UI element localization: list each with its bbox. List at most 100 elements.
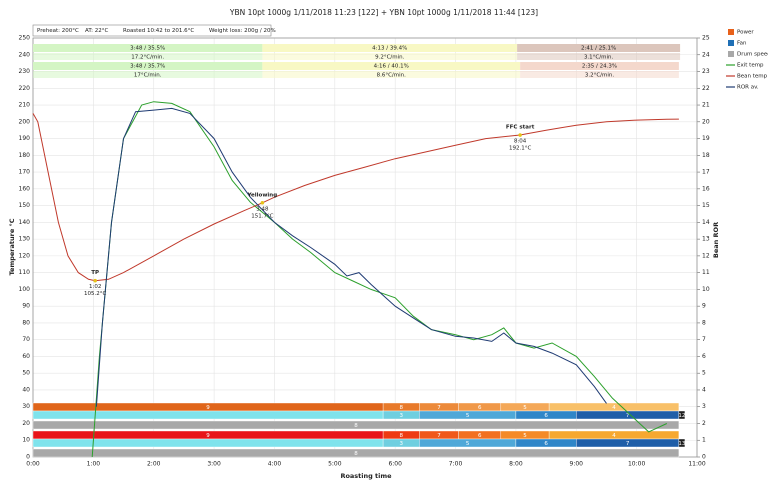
y-tick-label: 80 (22, 319, 30, 326)
y2-tick-label: 11 (702, 269, 710, 276)
event-marker (93, 278, 97, 283)
legend-label: Exit temp (737, 63, 764, 69)
phase-rate: 17°C/min. (134, 73, 162, 79)
info-text: Preheat: 200°C (37, 28, 79, 34)
y-tick-label: 210 (19, 102, 31, 109)
x-tick-label: 1:00 (87, 461, 101, 468)
series-line (95, 107, 607, 407)
y2-tick-label: 6 (702, 353, 706, 360)
control-level: 8 (399, 405, 403, 411)
control-level: 4 (612, 405, 616, 411)
y2-axis-label: Bean ROR (712, 222, 720, 258)
phase-rate: 9.2°C/min. (375, 55, 405, 61)
series-line (32, 113, 679, 282)
control-level: 3 (399, 441, 403, 447)
control-segment (678, 410, 686, 420)
x-tick-label: 4:00 (268, 461, 282, 468)
legend-swatch (728, 51, 734, 57)
legend-label: Drum speed (737, 52, 768, 58)
y2-tick-label: 24 (702, 51, 710, 58)
y-tick-label: 20 (22, 420, 30, 427)
y-tick-label: 10 (22, 437, 30, 444)
phase-bar (520, 62, 679, 70)
control-level: 7 (626, 441, 630, 447)
phase-bar (262, 44, 518, 52)
y-tick-label: 90 (22, 303, 30, 310)
y-tick-label: 140 (19, 219, 31, 226)
x-tick-label: 11:00 (688, 461, 705, 468)
control-level: 9 (206, 405, 210, 411)
phase-rate: 8.6°C/min. (377, 73, 407, 79)
control-segment (678, 438, 686, 448)
control-level: 6 (544, 441, 548, 447)
y-tick-label: 160 (19, 185, 31, 192)
control-level: 6 (478, 405, 482, 411)
event-temp: 192.1°C (509, 146, 531, 152)
control-level: 12 (678, 413, 685, 419)
phase-label: 4:16 / 40.1% (374, 64, 409, 70)
event-time: 8:04 (514, 139, 527, 145)
x-tick-label: 8:00 (509, 461, 523, 468)
phase-rate: 3.2°C/min. (585, 73, 615, 79)
y2-tick-label: 3 (702, 403, 706, 410)
event-temp: 105.2°C (84, 291, 106, 297)
y-tick-label: 150 (19, 202, 31, 209)
y-tick-label: 40 (22, 386, 30, 393)
y-tick-label: 120 (19, 252, 31, 259)
legend-label: Fan (737, 41, 747, 47)
x-axis-label: Roasting time (340, 472, 392, 480)
legend-swatch (728, 40, 734, 46)
control-level: 5 (523, 405, 527, 411)
control-level: 8 (354, 451, 358, 457)
y-tick-label: 170 (19, 169, 31, 176)
event-time: 3:48 (256, 206, 269, 212)
control-segment (32, 438, 384, 448)
event-name: FFC start (506, 125, 535, 131)
control-level: 5 (523, 433, 527, 439)
y-tick-label: 0 (26, 454, 30, 461)
phase-label: 2:35 / 24.3% (582, 64, 617, 70)
legend-label: Power (737, 30, 754, 36)
y2-tick-label: 1 (702, 437, 706, 444)
info-box (32, 24, 272, 37)
control-level: 5 (466, 413, 470, 419)
control-level: 7 (437, 433, 441, 439)
control-level: 6 (478, 433, 482, 439)
y2-tick-label: 7 (702, 336, 706, 343)
legend-swatch (728, 29, 734, 35)
y2-tick-label: 0 (702, 454, 706, 461)
control-segment (32, 448, 680, 458)
y-tick-label: 220 (19, 85, 31, 92)
control-level: 8 (354, 423, 358, 429)
x-tick-label: 2:00 (147, 461, 161, 468)
y-tick-label: 30 (22, 403, 30, 410)
y-tick-label: 200 (19, 118, 31, 125)
x-tick-label: 0:00 (26, 461, 40, 468)
y2-tick-label: 18 (702, 152, 710, 159)
phase-label: 2:41 / 25.1% (581, 46, 616, 52)
y2-tick-label: 21 (702, 102, 710, 109)
chart-title: YBN 10pt 1000g 1/11/2018 11:23 [122] + Y… (229, 8, 538, 17)
y-tick-label: 230 (19, 68, 31, 75)
y-tick-label: 100 (19, 286, 31, 293)
y2-tick-label: 9 (702, 303, 706, 310)
y-tick-label: 70 (22, 336, 30, 343)
phase-rate-bar (33, 71, 263, 78)
y2-tick-label: 17 (702, 169, 710, 176)
control-level: 7 (626, 413, 630, 419)
info-text: AT: 22°C (85, 28, 108, 34)
phase-rate: 17.2°C/min. (131, 55, 164, 61)
event-time: 1:02 (89, 284, 101, 290)
x-tick-label: 3:00 (207, 461, 221, 468)
y2-tick-label: 8 (702, 319, 706, 326)
control-segment (32, 410, 384, 420)
x-tick-label: 9:00 (570, 461, 584, 468)
y2-tick-label: 23 (702, 68, 710, 75)
y2-tick-label: 16 (702, 185, 710, 192)
event-name: TP (91, 270, 99, 276)
x-tick-label: 6:00 (388, 461, 402, 468)
control-level: 4 (612, 433, 616, 439)
x-tick-label: 10:00 (628, 461, 645, 468)
phase-bar (262, 62, 521, 70)
control-level: 5 (466, 441, 470, 447)
